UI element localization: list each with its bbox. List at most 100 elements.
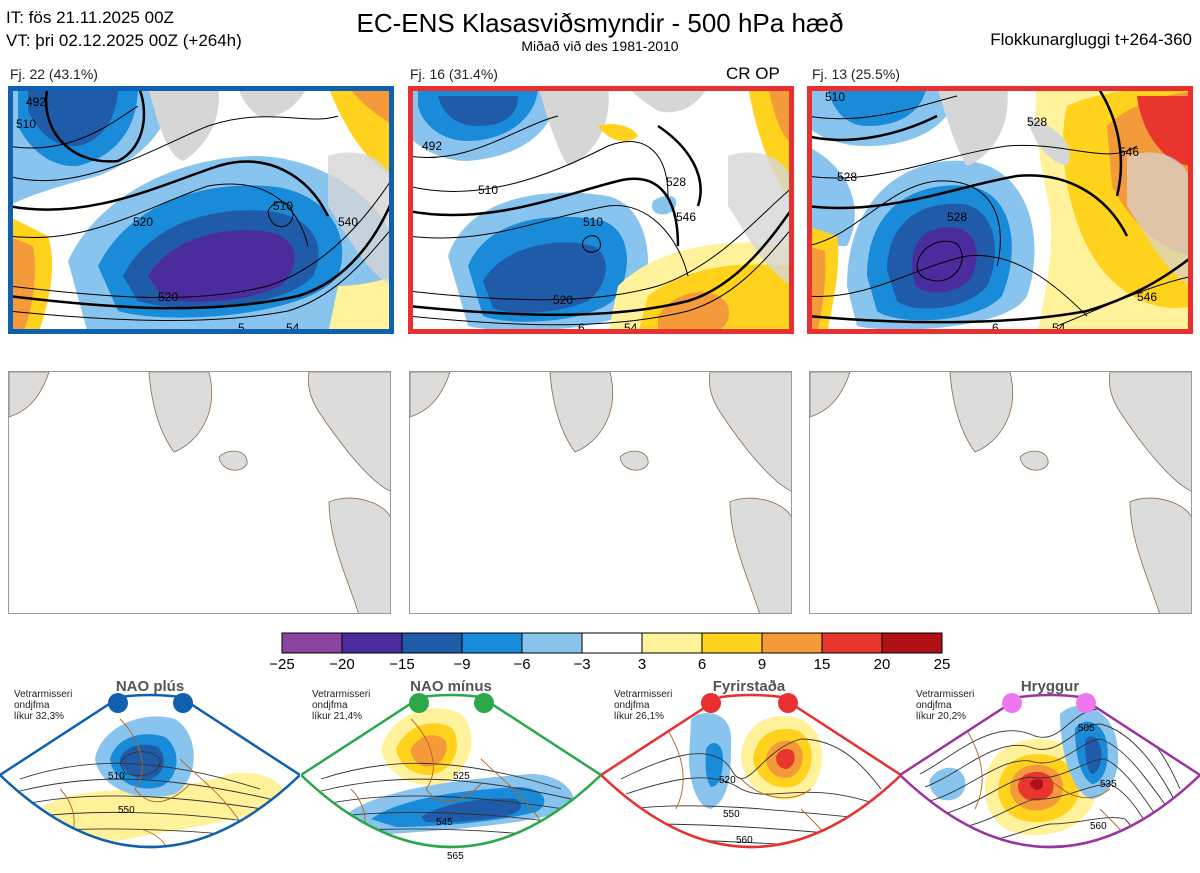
contour-label: 535	[1100, 779, 1117, 790]
colorbar-segment	[761, 632, 823, 654]
contour-label: 520	[133, 215, 153, 229]
note-line: líkur 32,3%	[14, 711, 65, 722]
regime-dot	[701, 693, 721, 713]
regime-dot	[108, 693, 128, 713]
contour-label: 505	[1078, 723, 1095, 734]
colorbar-segment	[281, 632, 343, 654]
contour-label: 510	[825, 90, 845, 104]
empty-map-2[interactable]	[409, 371, 792, 614]
regime-dot	[1076, 693, 1096, 713]
cluster-3-label: Fj. 13 (25.5%)	[812, 66, 900, 82]
contour-label: 6	[578, 321, 585, 334]
contour-label: 5	[238, 321, 245, 334]
regime-4-title: Hryggur	[1020, 678, 1080, 695]
note-line: ondjfma	[312, 700, 348, 711]
regime-dot	[1002, 693, 1022, 713]
note-line: ondjfma	[916, 700, 952, 711]
regime-dot	[409, 693, 429, 713]
colorbar-tick-label: 3	[637, 656, 647, 673]
colorbar-segment	[881, 632, 943, 654]
contour-label: 550	[723, 809, 740, 820]
cluster-frame	[807, 86, 1193, 334]
regime-2-title: NAO mínus	[410, 678, 492, 695]
vt-line: VT: þri 02.12.2025 00Z (+264h)	[6, 31, 242, 50]
regime-1-note: Vetrarmisseri ondjfma líkur 32,3%	[14, 689, 72, 722]
note-line: ondjfma	[614, 700, 650, 711]
page-title: EC-ENS Klasasviðsmyndir - 500 hPa hæð	[356, 8, 844, 38]
contour-label: 546	[676, 210, 696, 224]
cluster-2-tag: CR OP	[726, 64, 780, 83]
note-line: Vetrarmisseri	[614, 689, 673, 700]
contour-label: 560	[736, 835, 753, 846]
regime-map-nao-plus[interactable]: 510 550	[0, 678, 300, 873]
colorbar-segment	[401, 632, 463, 654]
contour-label: 492	[26, 95, 46, 109]
contour-label: 520	[553, 293, 573, 307]
contour-label: 510	[273, 199, 293, 213]
regime-3-note: Vetrarmisseri ondjfma líkur 26,1%	[614, 689, 672, 722]
colorbar-segment	[341, 632, 403, 654]
cluster-map-2[interactable]: 492 510 510 520 528 546 54 6	[408, 86, 794, 334]
contour-label: 546	[1137, 290, 1157, 304]
colorbar	[281, 632, 943, 654]
note-line: líkur 21,4%	[312, 711, 363, 722]
contour-label: 528	[837, 170, 857, 184]
contour-label: 510	[583, 215, 603, 229]
page-subtitle: Miðað við des 1981-2010	[521, 38, 679, 54]
colorbar-tick-label: −25	[269, 656, 295, 673]
window-label: Flokkunargluggi t+264-360	[990, 30, 1192, 49]
regime-map-fyrirstada[interactable]: 520 550 560	[601, 678, 901, 873]
contour-label: 510	[478, 183, 498, 197]
colorbar-tick-label: −6	[513, 656, 531, 673]
note-line: líkur 26,1%	[614, 711, 665, 722]
colorbar-tick-label: 9	[757, 656, 767, 673]
empty-map-1[interactable]	[8, 371, 391, 614]
contour-label: 492	[422, 139, 442, 153]
colorbar-segment	[461, 632, 523, 654]
cluster-map-1[interactable]: 492 510 510 520 520 540 54 5	[8, 86, 394, 334]
regime-map-nao-minus[interactable]: 525 545 565	[301, 678, 601, 873]
header-info: IT: fös 21.11.2025 00Z VT: þri 02.12.202…	[6, 6, 242, 52]
contour-label: 510	[108, 771, 125, 782]
note-line: Vetrarmisseri	[14, 689, 73, 700]
empty-map-3[interactable]	[809, 371, 1192, 614]
contour-label: 550	[118, 805, 135, 816]
colorbar-tick-label: 25	[933, 656, 951, 673]
contour-label: 528	[666, 175, 686, 189]
contour-label: 528	[947, 210, 967, 224]
regime-dot	[474, 693, 494, 713]
colorbar-tick-label: −15	[389, 656, 415, 673]
contour-label: 565	[447, 851, 464, 862]
regime-4-note: Vetrarmisseri ondjfma líkur 20,2%	[916, 689, 974, 722]
regime-map-hryggur[interactable]: 505 535 560	[900, 678, 1200, 873]
note-line: Vetrarmisseri	[312, 689, 371, 700]
contour-label: 6	[992, 321, 999, 334]
contour-label: 520	[158, 290, 178, 304]
colorbar-tick-label: −9	[453, 656, 471, 673]
contour-label: 528	[1027, 115, 1047, 129]
it-line: IT: fös 21.11.2025 00Z	[6, 8, 174, 27]
colorbar-segment	[581, 632, 643, 654]
colorbar-tick-label: −20	[329, 656, 355, 673]
regime-dot	[778, 693, 798, 713]
contour-label: 510	[16, 117, 36, 131]
contour-label: 525	[453, 771, 470, 782]
cluster-map-3[interactable]: 510 528 528 528 546 546 54 6	[807, 86, 1193, 334]
note-line: Vetrarmisseri	[916, 689, 975, 700]
colorbar-tick-label: −3	[573, 656, 591, 673]
regime-dot	[173, 693, 193, 713]
cluster-frame	[8, 86, 394, 334]
colorbar-segment	[821, 632, 883, 654]
colorbar-tick-label: 20	[873, 656, 891, 673]
colorbar-segment	[701, 632, 763, 654]
contour-label: 545	[436, 817, 453, 828]
contour-label: 560	[1090, 821, 1107, 832]
regime-3-title: Fyrirstaða	[712, 678, 786, 695]
note-line: líkur 20,2%	[916, 711, 967, 722]
colorbar-segment	[641, 632, 703, 654]
contour-label: 540	[338, 215, 358, 229]
contour-label: 520	[719, 775, 736, 786]
regime-1-title: NAO plús	[115, 678, 185, 695]
cluster-1-label: Fj. 22 (43.1%)	[10, 66, 98, 82]
cluster-frame	[408, 86, 794, 334]
